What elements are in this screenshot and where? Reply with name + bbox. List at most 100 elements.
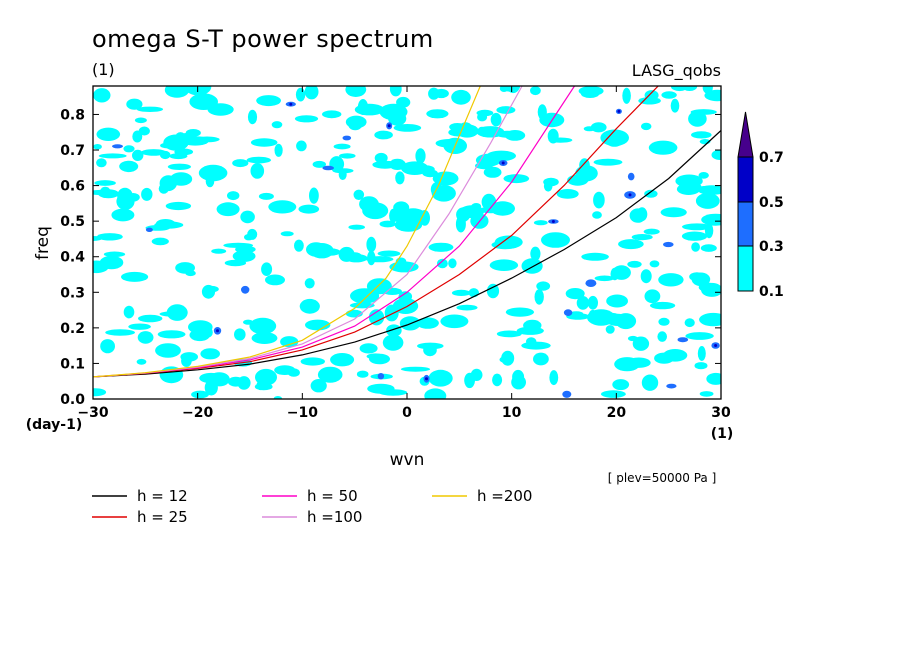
contour-blob — [377, 250, 401, 257]
contour-blob — [704, 89, 721, 102]
contour-blob — [492, 373, 503, 387]
contour-blob — [119, 160, 139, 173]
y-axis-label: freq — [33, 226, 53, 260]
contour-blob — [587, 295, 599, 310]
colorbar-segment — [737, 201, 754, 247]
contour-blob — [627, 260, 642, 268]
contour-blob — [489, 259, 519, 272]
contour-core — [342, 135, 352, 141]
contour-blob — [644, 289, 661, 304]
contour-blob — [612, 379, 630, 391]
contour-blob — [448, 258, 457, 269]
contour-blob — [126, 98, 143, 110]
colorbar-segment — [737, 156, 754, 203]
contour-blob — [300, 357, 325, 366]
contour-blob — [191, 390, 209, 399]
contour-blob — [200, 348, 220, 360]
contour-blob — [309, 243, 334, 259]
contour-blob — [556, 189, 579, 199]
contour-blob — [698, 172, 709, 179]
contour-core — [112, 144, 123, 149]
contour-core — [145, 227, 153, 232]
contour-blob — [498, 239, 521, 248]
contour-blob — [194, 95, 204, 101]
contour-blob — [565, 288, 585, 300]
contour-blob — [164, 86, 190, 98]
contour-blob — [185, 129, 201, 137]
contour-blob — [661, 91, 677, 99]
contour-blob — [249, 317, 277, 335]
legend-label: h = 25 — [137, 508, 188, 526]
contour-blob — [138, 314, 163, 323]
y-tick-label: 0.0 — [60, 392, 85, 408]
contour-blob — [265, 274, 285, 286]
contour-blob — [348, 224, 366, 230]
contour-blob — [234, 328, 246, 341]
colorbar-level-label: 0.3 — [759, 239, 784, 255]
contour-blob — [593, 191, 605, 209]
series-line — [93, 86, 659, 378]
contour-blob — [681, 231, 708, 241]
colorbar-level-label: 0.5 — [759, 195, 784, 211]
x-axis: −30 −20 −10 0 10 20 30 — [77, 86, 731, 421]
x-tick-label: −30 — [77, 405, 108, 421]
contour-blob — [271, 121, 283, 129]
contour-blob — [711, 149, 721, 160]
contour-blob — [670, 98, 680, 113]
contour-blob — [398, 291, 413, 302]
contour-blob — [654, 352, 675, 364]
contour-blob — [185, 270, 196, 277]
contour-blob — [299, 298, 320, 314]
contour-peak — [425, 377, 428, 381]
contour-peak — [289, 102, 293, 106]
contour-blob — [94, 180, 116, 186]
contour-blob — [232, 250, 256, 262]
contour-blob — [530, 246, 541, 261]
contour-blob — [643, 228, 660, 235]
contour-blob — [274, 143, 283, 157]
contour-blob — [644, 90, 659, 101]
contour-blob — [93, 144, 102, 150]
contour-blob — [641, 122, 652, 131]
contour-blob — [490, 112, 502, 127]
contour-blob — [449, 123, 466, 131]
contour-blob — [296, 140, 307, 152]
x-tick-label: −10 — [287, 405, 318, 421]
contour-blob — [280, 336, 299, 348]
contour-blob — [543, 177, 559, 187]
contour-blob — [440, 314, 469, 329]
contour-core — [663, 241, 674, 248]
contour-blob — [612, 265, 631, 280]
contour-blob — [456, 304, 478, 311]
contour-blob — [428, 87, 440, 100]
contour-blob — [250, 163, 265, 179]
legend-label: h = 50 — [307, 487, 358, 505]
contour-core — [322, 165, 335, 171]
contour-blob — [105, 329, 135, 336]
contour-blob — [660, 207, 687, 218]
contour-blob — [676, 183, 701, 196]
contour-blob — [216, 202, 240, 217]
contour-blob — [96, 158, 107, 168]
colorbar-extend-arrow — [737, 111, 754, 158]
contour-blob — [280, 231, 294, 237]
contour-blob — [123, 305, 135, 319]
contour-blob — [606, 294, 628, 308]
contour-blob — [273, 396, 283, 399]
contour-blob — [268, 200, 297, 214]
contour-blob — [700, 244, 717, 252]
contour-blob — [695, 192, 720, 209]
contour-blob — [537, 104, 547, 120]
x-tick-label: −20 — [182, 405, 213, 421]
contour-blob — [256, 95, 281, 107]
contour-blob — [685, 332, 714, 340]
legend-label: h =100 — [307, 508, 362, 526]
contour-blob — [549, 370, 559, 386]
contour-blob — [330, 353, 355, 367]
contour-peak — [617, 109, 621, 113]
contour-blob — [395, 171, 405, 185]
contour-blob — [310, 379, 327, 393]
contour-blob — [198, 164, 228, 182]
contour-blob — [536, 281, 551, 291]
contour-blob — [631, 234, 653, 241]
